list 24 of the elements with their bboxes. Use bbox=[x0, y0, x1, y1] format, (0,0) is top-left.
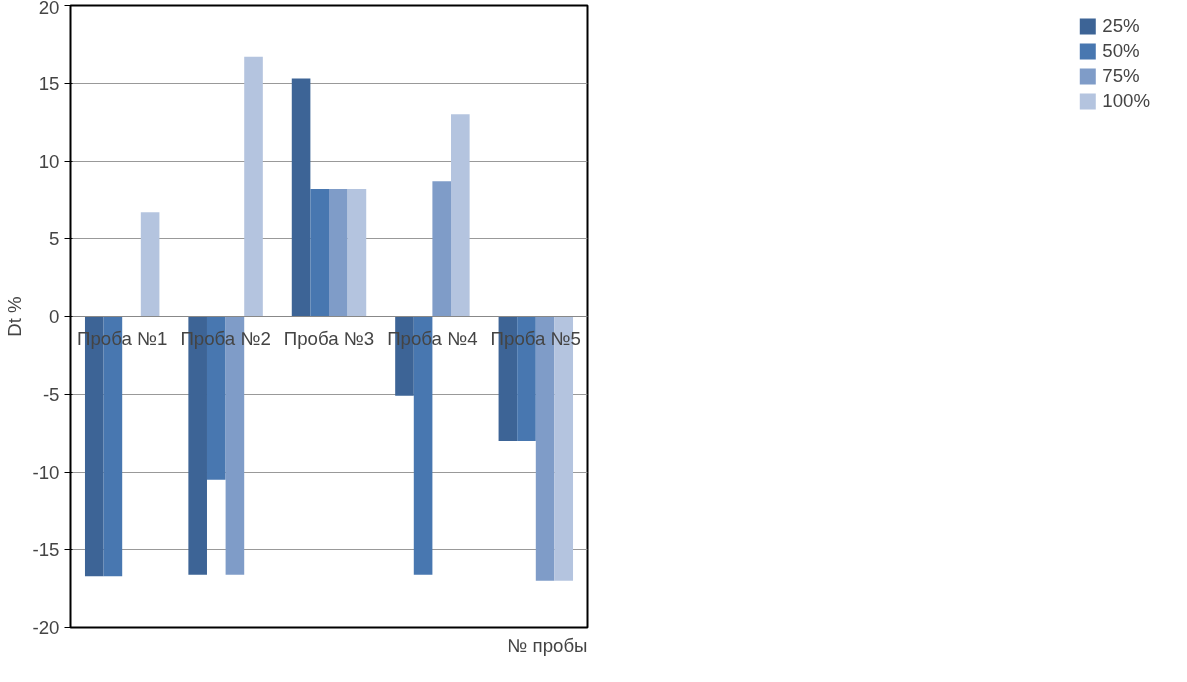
legend-label: 75% bbox=[1102, 65, 1140, 87]
y-tick-label: 15 bbox=[38, 72, 60, 94]
x-tick-label: Проба №3 bbox=[283, 327, 375, 349]
bar bbox=[347, 188, 367, 317]
y-tick-label: 10 bbox=[38, 150, 60, 172]
bar bbox=[432, 181, 452, 317]
legend-label: 25% bbox=[1102, 15, 1140, 37]
y-tick-label: -5 bbox=[42, 383, 60, 405]
bar bbox=[310, 188, 329, 317]
y-tick-label: -10 bbox=[32, 461, 60, 483]
bar bbox=[244, 56, 263, 317]
bar bbox=[329, 188, 348, 317]
y-tick-label: -15 bbox=[32, 539, 60, 561]
y-axis-title: Dt % bbox=[3, 296, 25, 337]
y-tick-label: 5 bbox=[49, 228, 60, 250]
bar bbox=[291, 78, 311, 317]
bar bbox=[140, 212, 160, 317]
y-tick-label: 20 bbox=[38, 0, 60, 18]
y-tick-label: -20 bbox=[32, 617, 60, 638]
bar bbox=[451, 114, 470, 317]
legend-label: 100% bbox=[1102, 90, 1150, 112]
x-axis-title: № пробы bbox=[507, 634, 588, 656]
legend-label: 50% bbox=[1102, 40, 1140, 62]
y-tick-label: 0 bbox=[49, 306, 60, 327]
